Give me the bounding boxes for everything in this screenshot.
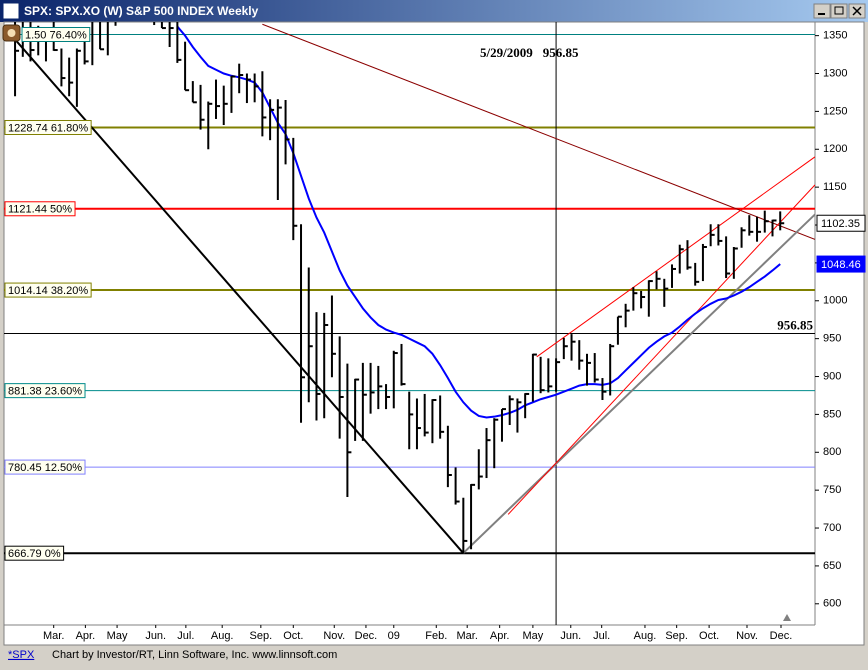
x-tick-label: Jul. — [593, 630, 610, 642]
trendline — [536, 156, 815, 358]
fib-label-box — [4, 119, 92, 135]
x-tick-label: Dec. — [355, 630, 378, 642]
footer-bar — [0, 646, 868, 665]
x-tick-label: Feb. — [425, 630, 447, 642]
y-tick-label: 700 — [823, 522, 841, 534]
fib-label: 1121.44 50% — [8, 204, 72, 216]
fib-label-box — [21, 26, 91, 42]
plot-area — [4, 22, 815, 625]
x-tick-label: Sep. — [250, 630, 273, 642]
fib-label: 881.38 23.60% — [8, 386, 82, 398]
restore-button[interactable] — [830, 3, 848, 19]
fib-label: 1228.74 61.80% — [8, 122, 88, 134]
x-tick-label: Oct. — [699, 630, 719, 642]
fib-label: 780.45 12.50% — [8, 462, 82, 474]
x-tick-label: Jun. — [560, 630, 581, 642]
fib-label-box — [4, 545, 65, 561]
fib-label-box — [4, 201, 76, 217]
x-tick-label: Jun. — [145, 630, 166, 642]
footer-credit: Chart by Investor/RT, Linn Software, Inc… — [52, 649, 337, 661]
x-tick-label: Mar. — [456, 630, 477, 642]
y-tick-label: 1350 — [823, 30, 847, 42]
restore-glyph — [834, 6, 844, 15]
x-tick-label: Jul. — [177, 630, 194, 642]
overlay: 6006507007508008509009501000105011001150… — [4, 26, 866, 642]
x-tick-label: May — [523, 630, 544, 642]
y-tick-label: 750 — [823, 484, 841, 496]
x-tick-label: Apr. — [76, 630, 96, 642]
crosshair-price: 956.85 — [543, 45, 579, 60]
y-tick-label: 1150 — [823, 181, 847, 193]
trendline — [462, 213, 815, 554]
fib-label: 666.79 0% — [8, 548, 61, 560]
y-tick-label: 1300 — [823, 67, 847, 79]
x-tick-label: Mar. — [43, 630, 64, 642]
y-tick-label: 1200 — [823, 143, 847, 155]
fib-label: 1014.14 38.20% — [8, 285, 88, 297]
fib-label-box — [4, 282, 92, 298]
x-tick-label: Apr. — [490, 630, 510, 642]
y-tick-label: 800 — [823, 446, 841, 458]
fib-label: 1.50 76.40% — [25, 29, 87, 41]
x-tick-label: May — [107, 630, 128, 642]
x-tick-label: Aug. — [211, 630, 234, 642]
trendline — [507, 184, 815, 515]
y-tick-label: 900 — [823, 370, 841, 382]
crosshair-value-label: 956.85 — [777, 317, 813, 332]
last-ma-box — [816, 255, 866, 273]
fib-label-box — [4, 459, 86, 475]
y-tick-label: 600 — [823, 598, 841, 610]
y-tick-label: 1250 — [823, 105, 847, 117]
crosshair-date: 5/29/2009 — [480, 45, 533, 60]
x-tick-label: Aug. — [634, 630, 657, 642]
y-tick-label: 1000 — [823, 295, 847, 307]
y-tick-label: 650 — [823, 560, 841, 572]
study-icon-glyph — [7, 29, 16, 37]
x-tick-label: Oct. — [283, 630, 303, 642]
footer-symbol[interactable]: *SPX — [8, 649, 35, 661]
last-price-label: 1102.35 — [821, 218, 860, 230]
x-tick-label: Dec. — [770, 630, 793, 642]
x-tick-label: Sep. — [665, 630, 688, 642]
window-buttons[interactable] — [813, 3, 866, 19]
y-tick-label: 950 — [823, 333, 841, 345]
title-bar — [0, 0, 868, 22]
last-price-box — [816, 214, 866, 232]
x-tick-label: 09 — [388, 630, 400, 642]
trendline — [262, 23, 815, 240]
app-icon — [2, 2, 20, 20]
window-title: SPX: SPX.XO (W) S&P 500 INDEX Weekly — [24, 4, 259, 18]
scroll-marker — [783, 614, 791, 621]
x-tick-label: Nov. — [736, 630, 758, 642]
fib-label-box — [4, 383, 86, 399]
close-glyph — [852, 6, 862, 16]
minimize-button[interactable] — [813, 3, 831, 19]
x-tick-label: Nov. — [323, 630, 345, 642]
y-tick-label: 850 — [823, 408, 841, 420]
crosshair-annotation: 5/29/2009 956.85 — [480, 45, 579, 60]
last-ma-label: 1048.46 — [821, 259, 861, 271]
